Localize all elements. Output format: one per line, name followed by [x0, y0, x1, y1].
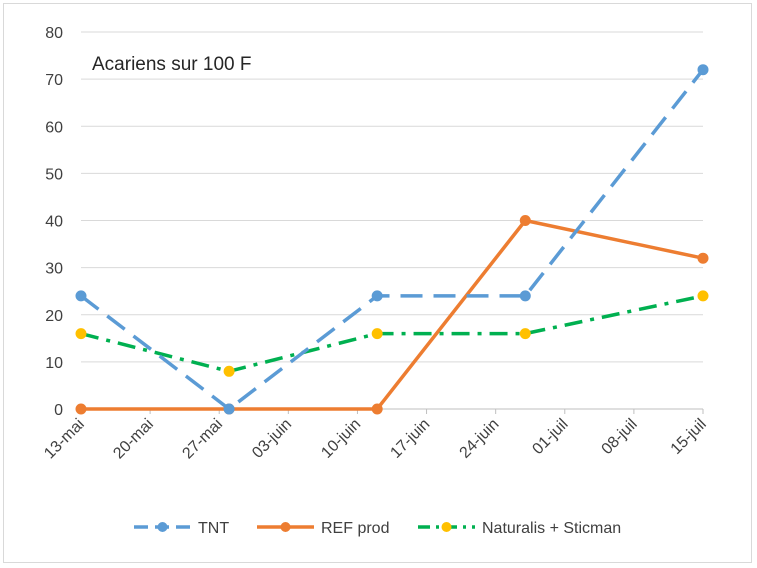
data-point: [697, 290, 709, 302]
data-point: [223, 365, 235, 377]
data-point: [75, 328, 87, 340]
x-tick-label: 20-mai: [110, 416, 157, 463]
chart-title: Acariens sur 100 F: [92, 54, 251, 75]
y-tick-label: 10: [45, 355, 63, 372]
data-point: [697, 64, 709, 76]
data-point: [371, 403, 383, 415]
data-point: [519, 215, 531, 226]
legend-label: TNT: [198, 520, 229, 537]
y-tick-label: 60: [45, 119, 63, 136]
x-tick-label: 10-juin: [318, 416, 364, 462]
data-point: [75, 403, 87, 415]
x-tick-label: 15-juil: [668, 416, 710, 458]
legend-marker: [441, 522, 452, 532]
data-point: [519, 290, 531, 302]
y-tick-label: 20: [45, 308, 63, 325]
chart-frame: [3, 3, 752, 563]
x-tick-label: 13-mai: [41, 416, 88, 463]
x-tick-label: 27-mai: [179, 416, 226, 463]
y-tick-label: 0: [54, 402, 63, 419]
data-point: [223, 403, 235, 415]
y-tick-label: 50: [45, 166, 63, 183]
x-tick-label: 01-juil: [529, 416, 571, 458]
legend-marker: [157, 522, 168, 532]
legend-label: Naturalis + Sticman: [482, 520, 621, 537]
x-tick-label: 17-juin: [387, 416, 433, 462]
x-tick-label: 24-juin: [457, 416, 503, 462]
legend-marker: [280, 522, 291, 532]
y-tick-label: 40: [45, 214, 63, 231]
legend-label: REF prod: [321, 520, 389, 537]
data-point: [371, 290, 383, 302]
data-point: [519, 328, 531, 340]
y-tick-label: 80: [45, 25, 63, 42]
x-tick-label: 03-juin: [249, 416, 295, 462]
y-tick-label: 30: [45, 261, 63, 278]
series-line-2: [80, 294, 704, 374]
data-point: [75, 290, 87, 302]
x-tick-label: 08-juil: [599, 416, 641, 458]
data-point: [371, 328, 383, 340]
data-point: [697, 252, 709, 264]
y-tick-label: 70: [45, 72, 63, 89]
